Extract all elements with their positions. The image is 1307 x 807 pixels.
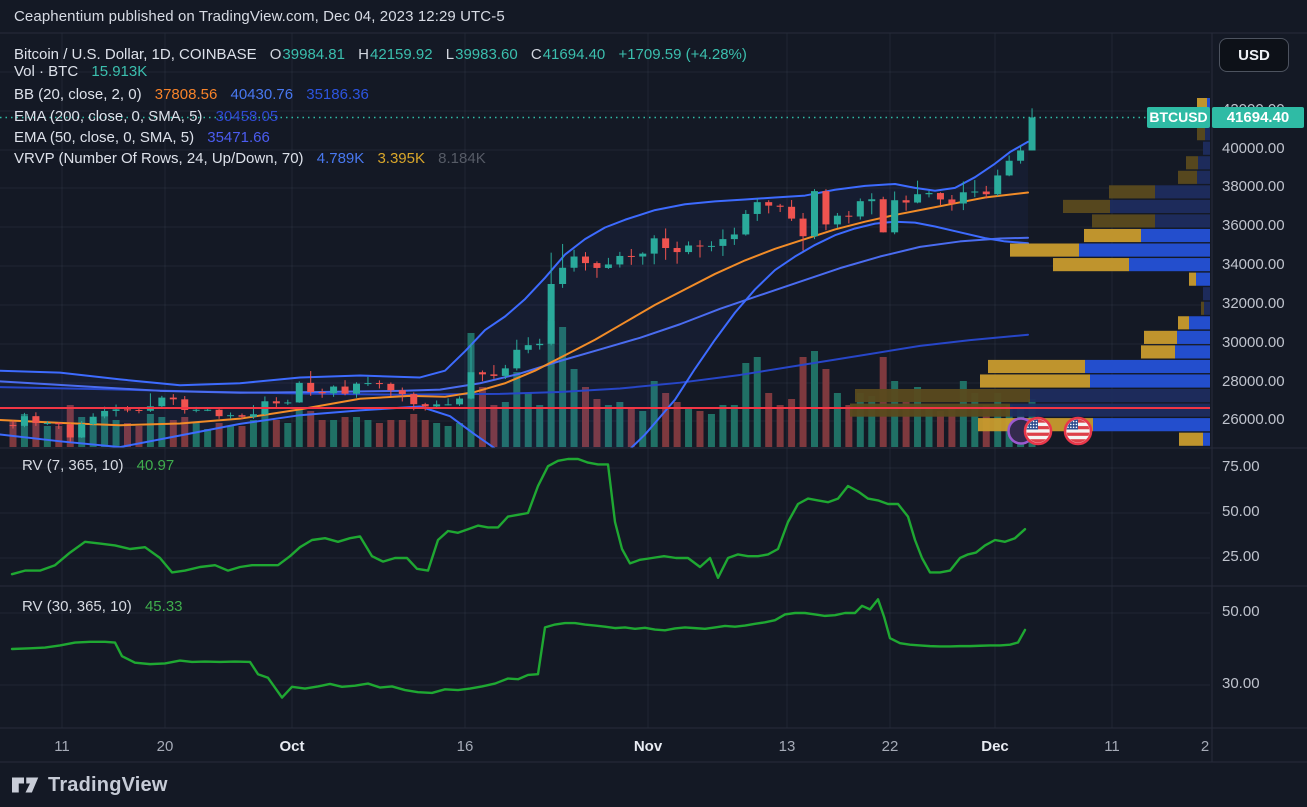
- rv7-legend-row[interactable]: RV (7, 365, 10) 40.97: [22, 457, 174, 474]
- publish-attribution: Ceaphentium published on TradingView.com…: [14, 8, 505, 25]
- bb-basis-value: 37808.56: [154, 86, 218, 103]
- ema50-value: 35471.66: [207, 129, 270, 146]
- high-value: 42159.92: [370, 46, 433, 63]
- vrvp-label: VRVP (Number Of Rows, 24, Up/Down, 70): [14, 150, 304, 167]
- price-axis-label: 26000.00: [1222, 411, 1285, 428]
- rv-axis-label: 50.00: [1222, 603, 1260, 620]
- ema200-label: EMA (200, close, 0, SMA, 5): [14, 108, 203, 125]
- time-axis-label: 11: [1104, 738, 1120, 755]
- time-axis-label: Dec: [981, 738, 1009, 755]
- time-axis[interactable]: 11 20 Oct 16 Nov 13 22 Dec 11 2: [0, 738, 1307, 760]
- price-axis-label: 36000.00: [1222, 217, 1285, 234]
- time-axis-label: 20: [156, 738, 174, 755]
- time-axis-label: 11: [54, 738, 70, 755]
- us-flag-event-icon: [1023, 416, 1053, 446]
- rv7-label: RV (7, 365, 10): [22, 457, 124, 474]
- main-price-pane: [0, 98, 1210, 448]
- rv-axis-label: 50.00: [1222, 503, 1260, 520]
- rv-axis-label: 75.00: [1222, 458, 1260, 475]
- time-axis-label: Oct: [279, 738, 305, 755]
- price-axis-label: 40000.00: [1222, 140, 1285, 157]
- close-label: C: [530, 46, 542, 63]
- symbol-price-flag: BTCUSD: [1147, 107, 1210, 128]
- tradingview-brand-text: TradingView: [48, 773, 168, 796]
- open-value: 39984.81: [282, 46, 345, 63]
- symbol-legend-row[interactable]: Bitcoin / U.S. Dollar, 1D, COINBASE O399…: [14, 46, 747, 64]
- rv7-pane: [10, 457, 1027, 579]
- tradingview-logo-icon: [12, 777, 39, 793]
- bb_upper-line: [0, 140, 1029, 387]
- rv30-legend-row[interactable]: RV (30, 365, 10) 45.33: [22, 598, 183, 615]
- price-axis-label: 30000.00: [1222, 334, 1285, 351]
- volume-label: Vol · BTC: [14, 63, 79, 80]
- time-axis-label: 22: [881, 738, 899, 755]
- close-value: 41694.40: [542, 46, 606, 63]
- price-axis-label: 34000.00: [1222, 256, 1285, 273]
- open-label: O: [269, 46, 282, 63]
- last-price-label: 41694.40: [1212, 107, 1304, 128]
- ema200-value: 30458.05: [215, 108, 279, 125]
- rv30-pane: [10, 598, 1027, 699]
- vrvp-down-value: 3.395K: [377, 150, 425, 167]
- low-label: L: [445, 46, 455, 63]
- rv-axis-label: 25.00: [1222, 548, 1260, 565]
- rv-axis-label: 30.00: [1222, 675, 1260, 692]
- bb-legend-row[interactable]: BB (20, close, 2, 0) 37808.56 40430.76 3…: [14, 86, 369, 104]
- change-value: +1709.59 (+4.28%): [618, 46, 747, 63]
- time-axis-label: 2: [1200, 738, 1210, 755]
- ema50-line: [0, 236, 1029, 394]
- high-label: H: [358, 46, 370, 63]
- footer-brand[interactable]: TradingView: [12, 768, 168, 802]
- symbol-title: Bitcoin / U.S. Dollar, 1D, COINBASE: [14, 46, 257, 63]
- ema50-label: EMA (50, close, 0, SMA, 5): [14, 129, 195, 146]
- rv7-value: 40.97: [136, 457, 175, 474]
- bb-upper-value: 40430.76: [230, 86, 294, 103]
- vrvp-up-value: 4.789K: [316, 150, 365, 167]
- price-axis-label: 38000.00: [1222, 178, 1285, 195]
- ema200-legend-row[interactable]: EMA (200, close, 0, SMA, 5) 30458.05: [14, 108, 278, 126]
- currency-toggle-button[interactable]: USD: [1219, 38, 1289, 72]
- ema50-legend-row[interactable]: EMA (50, close, 0, SMA, 5) 35471.66: [14, 129, 270, 147]
- rv30-value: 45.33: [144, 598, 183, 615]
- bb-lower-value: 35186.36: [306, 86, 369, 103]
- bb-label: BB (20, close, 2, 0): [14, 86, 142, 103]
- price-axis-label: 32000.00: [1222, 295, 1285, 312]
- low-value: 39983.60: [455, 46, 518, 63]
- price-axis-label: 28000.00: [1222, 373, 1285, 390]
- volume-value: 15.913K: [91, 63, 148, 80]
- price-axis[interactable]: 42000.0040000.0038000.0036000.0034000.00…: [1212, 33, 1307, 728]
- vrvp-total-value: 8.184K: [438, 150, 486, 167]
- us-flag-event-icon: [1063, 416, 1093, 446]
- time-axis-label: 16: [456, 738, 474, 755]
- time-axis-label: 13: [778, 738, 796, 755]
- time-axis-label: Nov: [633, 738, 663, 755]
- vrvp-legend-row[interactable]: VRVP (Number Of Rows, 24, Up/Down, 70) 4…: [14, 150, 486, 168]
- volume-legend-row[interactable]: Vol · BTC 15.913K: [14, 63, 147, 81]
- rv30-label: RV (30, 365, 10): [22, 598, 132, 615]
